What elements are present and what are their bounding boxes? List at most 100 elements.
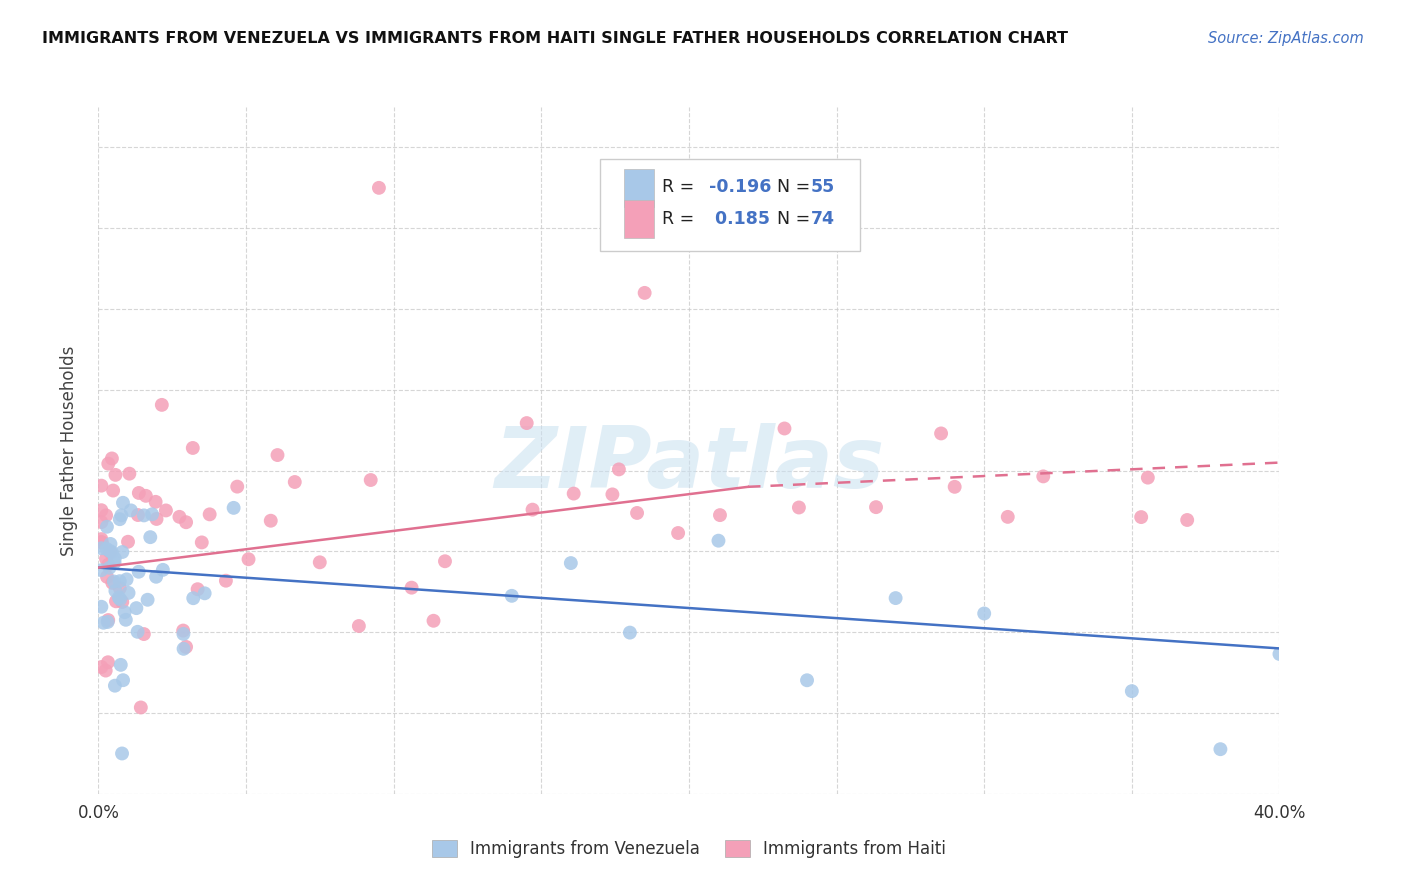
Text: N =: N = [766,178,815,196]
Point [787,500,810,515]
Point [90,660,112,674]
Point [174,515,197,529]
Point [90,563,112,577]
Point [973,607,995,621]
Point [884,591,907,606]
Point [152,563,174,577]
Point [108,512,131,526]
FancyBboxPatch shape [624,200,654,237]
Point [215,574,238,588]
Point [101,483,124,498]
Point [98,561,121,575]
Point [93,615,115,630]
Point [94,551,117,566]
Point [619,625,641,640]
Point [139,530,162,544]
Point [181,591,204,606]
Point [1032,469,1054,483]
FancyBboxPatch shape [600,159,860,252]
Text: R =: R = [662,210,700,228]
Point [101,575,124,590]
Point [97,655,120,669]
Y-axis label: Single Father Households: Single Father Households [59,345,77,556]
Point [104,583,127,598]
Point [422,614,444,628]
Point [90,515,112,529]
Point [114,605,136,619]
Point [796,673,818,688]
Point [132,627,155,641]
Point [97,613,120,627]
Point [347,619,370,633]
Point [129,700,152,714]
Point [634,285,657,300]
Text: R =: R = [662,178,700,196]
Point [90,534,112,549]
Point [1121,684,1143,698]
Point [141,508,163,522]
Point [401,581,423,595]
Point [150,398,173,412]
Point [172,627,194,641]
Point [516,416,538,430]
Point [90,478,112,492]
Point [110,508,132,523]
Point [90,503,112,517]
Point [368,181,391,195]
Point [98,544,121,558]
Point [191,535,214,549]
Point [194,586,217,600]
Point [865,500,887,515]
Point [90,535,112,549]
Point [111,595,134,609]
Point [1175,513,1198,527]
Point [100,545,122,559]
Point [120,503,142,517]
Point [169,509,191,524]
Point [117,586,139,600]
Text: 55: 55 [811,178,835,196]
Point [522,502,544,516]
Point [101,451,124,466]
Text: 0.185: 0.185 [709,210,770,228]
Point [666,526,689,541]
Point [929,426,952,441]
Point [128,565,150,579]
Point [1136,470,1159,484]
Point [260,514,283,528]
Point [103,556,125,570]
Text: N =: N = [766,210,815,228]
Point [96,520,118,534]
Point [226,480,249,494]
Point [112,673,135,688]
Point [115,573,138,587]
Point [173,641,195,656]
Point [108,591,131,605]
Point [98,545,121,559]
Point [707,533,730,548]
Point [266,448,288,462]
Point [94,664,117,678]
Point [90,532,112,546]
Point [238,552,260,566]
Point [626,506,648,520]
Point [132,508,155,523]
Point [602,487,624,501]
Point [97,457,120,471]
Point [96,570,118,584]
Point [97,558,120,572]
Point [108,592,131,607]
Point [198,508,221,522]
Point [125,601,148,615]
Text: -0.196: -0.196 [709,178,772,196]
Point [104,594,127,608]
Point [117,534,139,549]
Point [943,480,966,494]
Point [108,574,131,589]
Point [90,599,112,614]
Point [560,556,582,570]
Point [104,467,127,482]
Point [997,509,1019,524]
Point [1268,647,1291,661]
Point [1209,742,1232,756]
